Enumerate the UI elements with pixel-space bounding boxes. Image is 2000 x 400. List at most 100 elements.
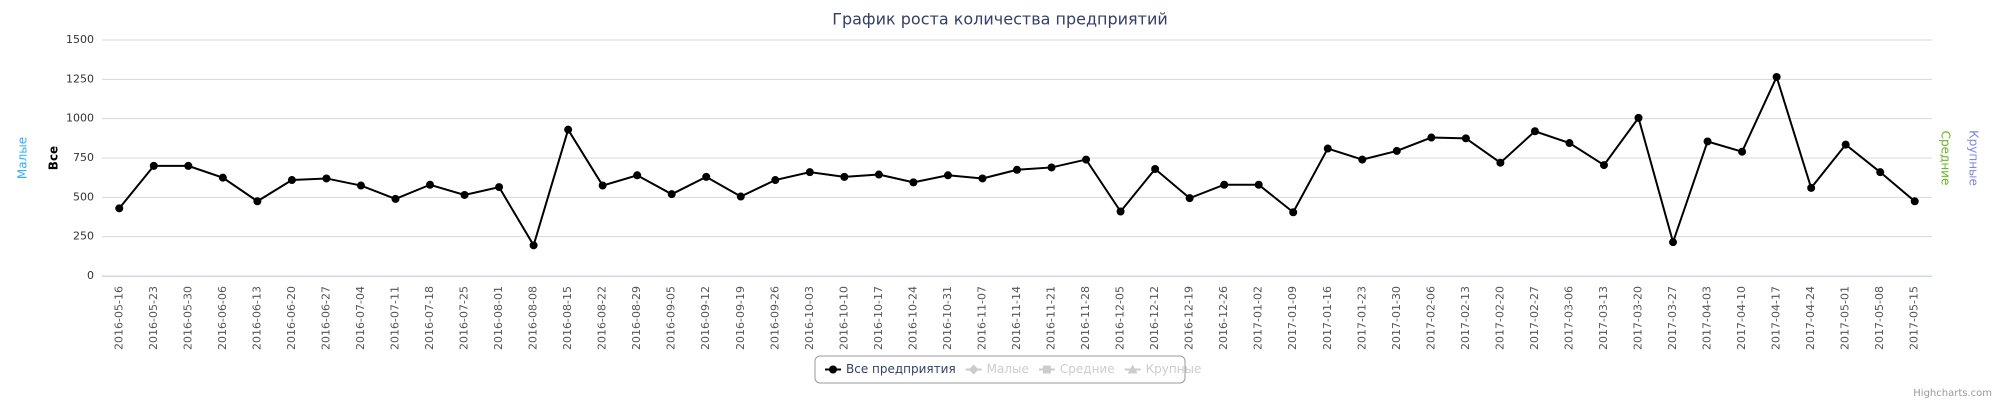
data-point — [1807, 183, 1816, 192]
y-tick-label: 250 — [73, 230, 94, 243]
data-point — [1669, 238, 1678, 247]
data-point — [115, 204, 124, 213]
x-tick-label: 2016-08-08 — [527, 286, 540, 350]
data-point — [1185, 194, 1194, 203]
data-point — [1772, 72, 1781, 81]
x-tick-label: 2016-07-25 — [458, 286, 471, 350]
x-tick-label: 2016-12-19 — [1183, 286, 1196, 350]
x-tick-label: 2016-10-17 — [872, 286, 885, 350]
series-line — [118, 74, 1916, 248]
legend-item[interactable]: Средние — [1060, 362, 1115, 376]
legend-item[interactable]: Все предприятия — [846, 362, 956, 376]
axis-title: Крупные — [1967, 130, 1981, 186]
x-tick-label: 2017-01-09 — [1286, 286, 1299, 350]
data-point — [253, 197, 262, 206]
data-point — [149, 161, 158, 170]
data-point — [633, 171, 642, 180]
legend-symbol — [1127, 364, 1138, 374]
data-point — [1565, 139, 1574, 148]
data-point — [1392, 146, 1401, 155]
data-point — [1634, 113, 1643, 122]
data-point — [736, 192, 745, 201]
x-tick-label: 2016-05-23 — [147, 286, 160, 350]
x-tick-label: 2016-12-26 — [1217, 286, 1230, 350]
x-tick-label: 2017-04-10 — [1735, 286, 1748, 350]
data-point — [1910, 197, 1919, 206]
data-point — [1082, 155, 1091, 164]
x-tick-label: 2017-05-15 — [1908, 286, 1921, 350]
data-point — [1254, 180, 1263, 189]
x-tick-label: 2016-07-18 — [423, 286, 436, 350]
data-point — [805, 168, 814, 177]
credits[interactable]: Highcharts.com — [1913, 388, 1992, 399]
data-point — [564, 125, 573, 134]
x-tick-label: 2016-11-21 — [1045, 286, 1058, 350]
data-point — [702, 172, 711, 181]
x-tick-label: 2016-06-27 — [319, 286, 332, 350]
axis-title: Все — [47, 146, 61, 170]
data-point — [874, 170, 883, 179]
x-tick-label: 2016-08-22 — [596, 286, 609, 350]
x-tick-label: 2016-05-30 — [181, 286, 194, 350]
x-tick-label: 2016-09-26 — [768, 286, 781, 350]
data-point — [1496, 158, 1505, 167]
data-point — [495, 183, 504, 192]
y-tick-label: 750 — [73, 151, 94, 164]
y-tick-label: 1250 — [66, 72, 94, 85]
x-tick-label: 2016-08-01 — [492, 286, 505, 350]
x-tick-label: 2016-10-24 — [906, 286, 919, 350]
x-tick-label: 2016-08-15 — [561, 286, 574, 350]
x-tick-label: 2016-05-16 — [112, 286, 125, 350]
x-tick-label: 2016-11-28 — [1079, 286, 1092, 350]
x-tick-label: 2016-10-10 — [837, 286, 850, 350]
x-tick-label: 2016-06-20 — [285, 286, 298, 350]
y-tick-label: 500 — [73, 190, 94, 203]
data-point — [391, 194, 400, 203]
data-point — [1047, 163, 1056, 172]
y-tick-label: 1500 — [66, 33, 94, 46]
legend-item[interactable]: Крупные — [1146, 362, 1202, 376]
x-tick-label: 2017-03-13 — [1597, 286, 1610, 350]
x-tick-label: 2017-01-30 — [1390, 286, 1403, 350]
x-tick-label: 2017-01-16 — [1321, 286, 1334, 350]
y-tick-label: 0 — [87, 269, 94, 282]
data-point — [1703, 137, 1712, 146]
data-point — [978, 174, 987, 183]
data-point — [218, 173, 227, 182]
x-tick-label: 2017-01-23 — [1355, 286, 1368, 350]
data-point — [1220, 180, 1229, 189]
x-tick-label: 2016-09-19 — [734, 286, 747, 350]
x-tick-label: 2016-06-13 — [250, 286, 263, 350]
data-point — [1151, 165, 1160, 174]
data-point — [1358, 155, 1367, 164]
x-tick-label: 2016-06-06 — [216, 286, 229, 350]
x-tick-label: 2016-10-03 — [803, 286, 816, 350]
legend-symbol — [829, 365, 837, 374]
data-point — [598, 181, 607, 190]
data-point — [1013, 165, 1021, 174]
data-point — [1461, 134, 1470, 143]
x-tick-label: 2016-10-31 — [941, 286, 954, 350]
x-tick-label: 2016-12-05 — [1114, 286, 1127, 350]
legend-item[interactable]: Малые — [987, 362, 1029, 376]
x-tick-label: 2017-02-27 — [1528, 286, 1541, 350]
data-point — [426, 180, 435, 189]
data-point — [771, 176, 780, 185]
x-tick-label: 2017-05-08 — [1873, 286, 1886, 350]
x-tick-label: 2017-03-20 — [1632, 286, 1645, 350]
data-point — [1116, 207, 1125, 216]
legend-symbol — [1042, 365, 1051, 374]
x-tick-label: 2017-02-13 — [1459, 286, 1472, 350]
data-point — [1289, 208, 1298, 217]
x-tick-label: 2016-08-29 — [630, 286, 643, 350]
x-tick-label: 2016-07-11 — [388, 286, 401, 350]
x-tick-label: 2016-07-04 — [354, 286, 367, 350]
data-point — [667, 190, 676, 199]
data-point — [356, 181, 365, 190]
x-tick-label: 2017-02-06 — [1424, 286, 1437, 350]
x-tick-label: 2016-09-05 — [665, 286, 678, 350]
data-point — [1599, 161, 1608, 170]
y-tick-label: 1000 — [66, 112, 94, 125]
data-point — [909, 178, 918, 187]
